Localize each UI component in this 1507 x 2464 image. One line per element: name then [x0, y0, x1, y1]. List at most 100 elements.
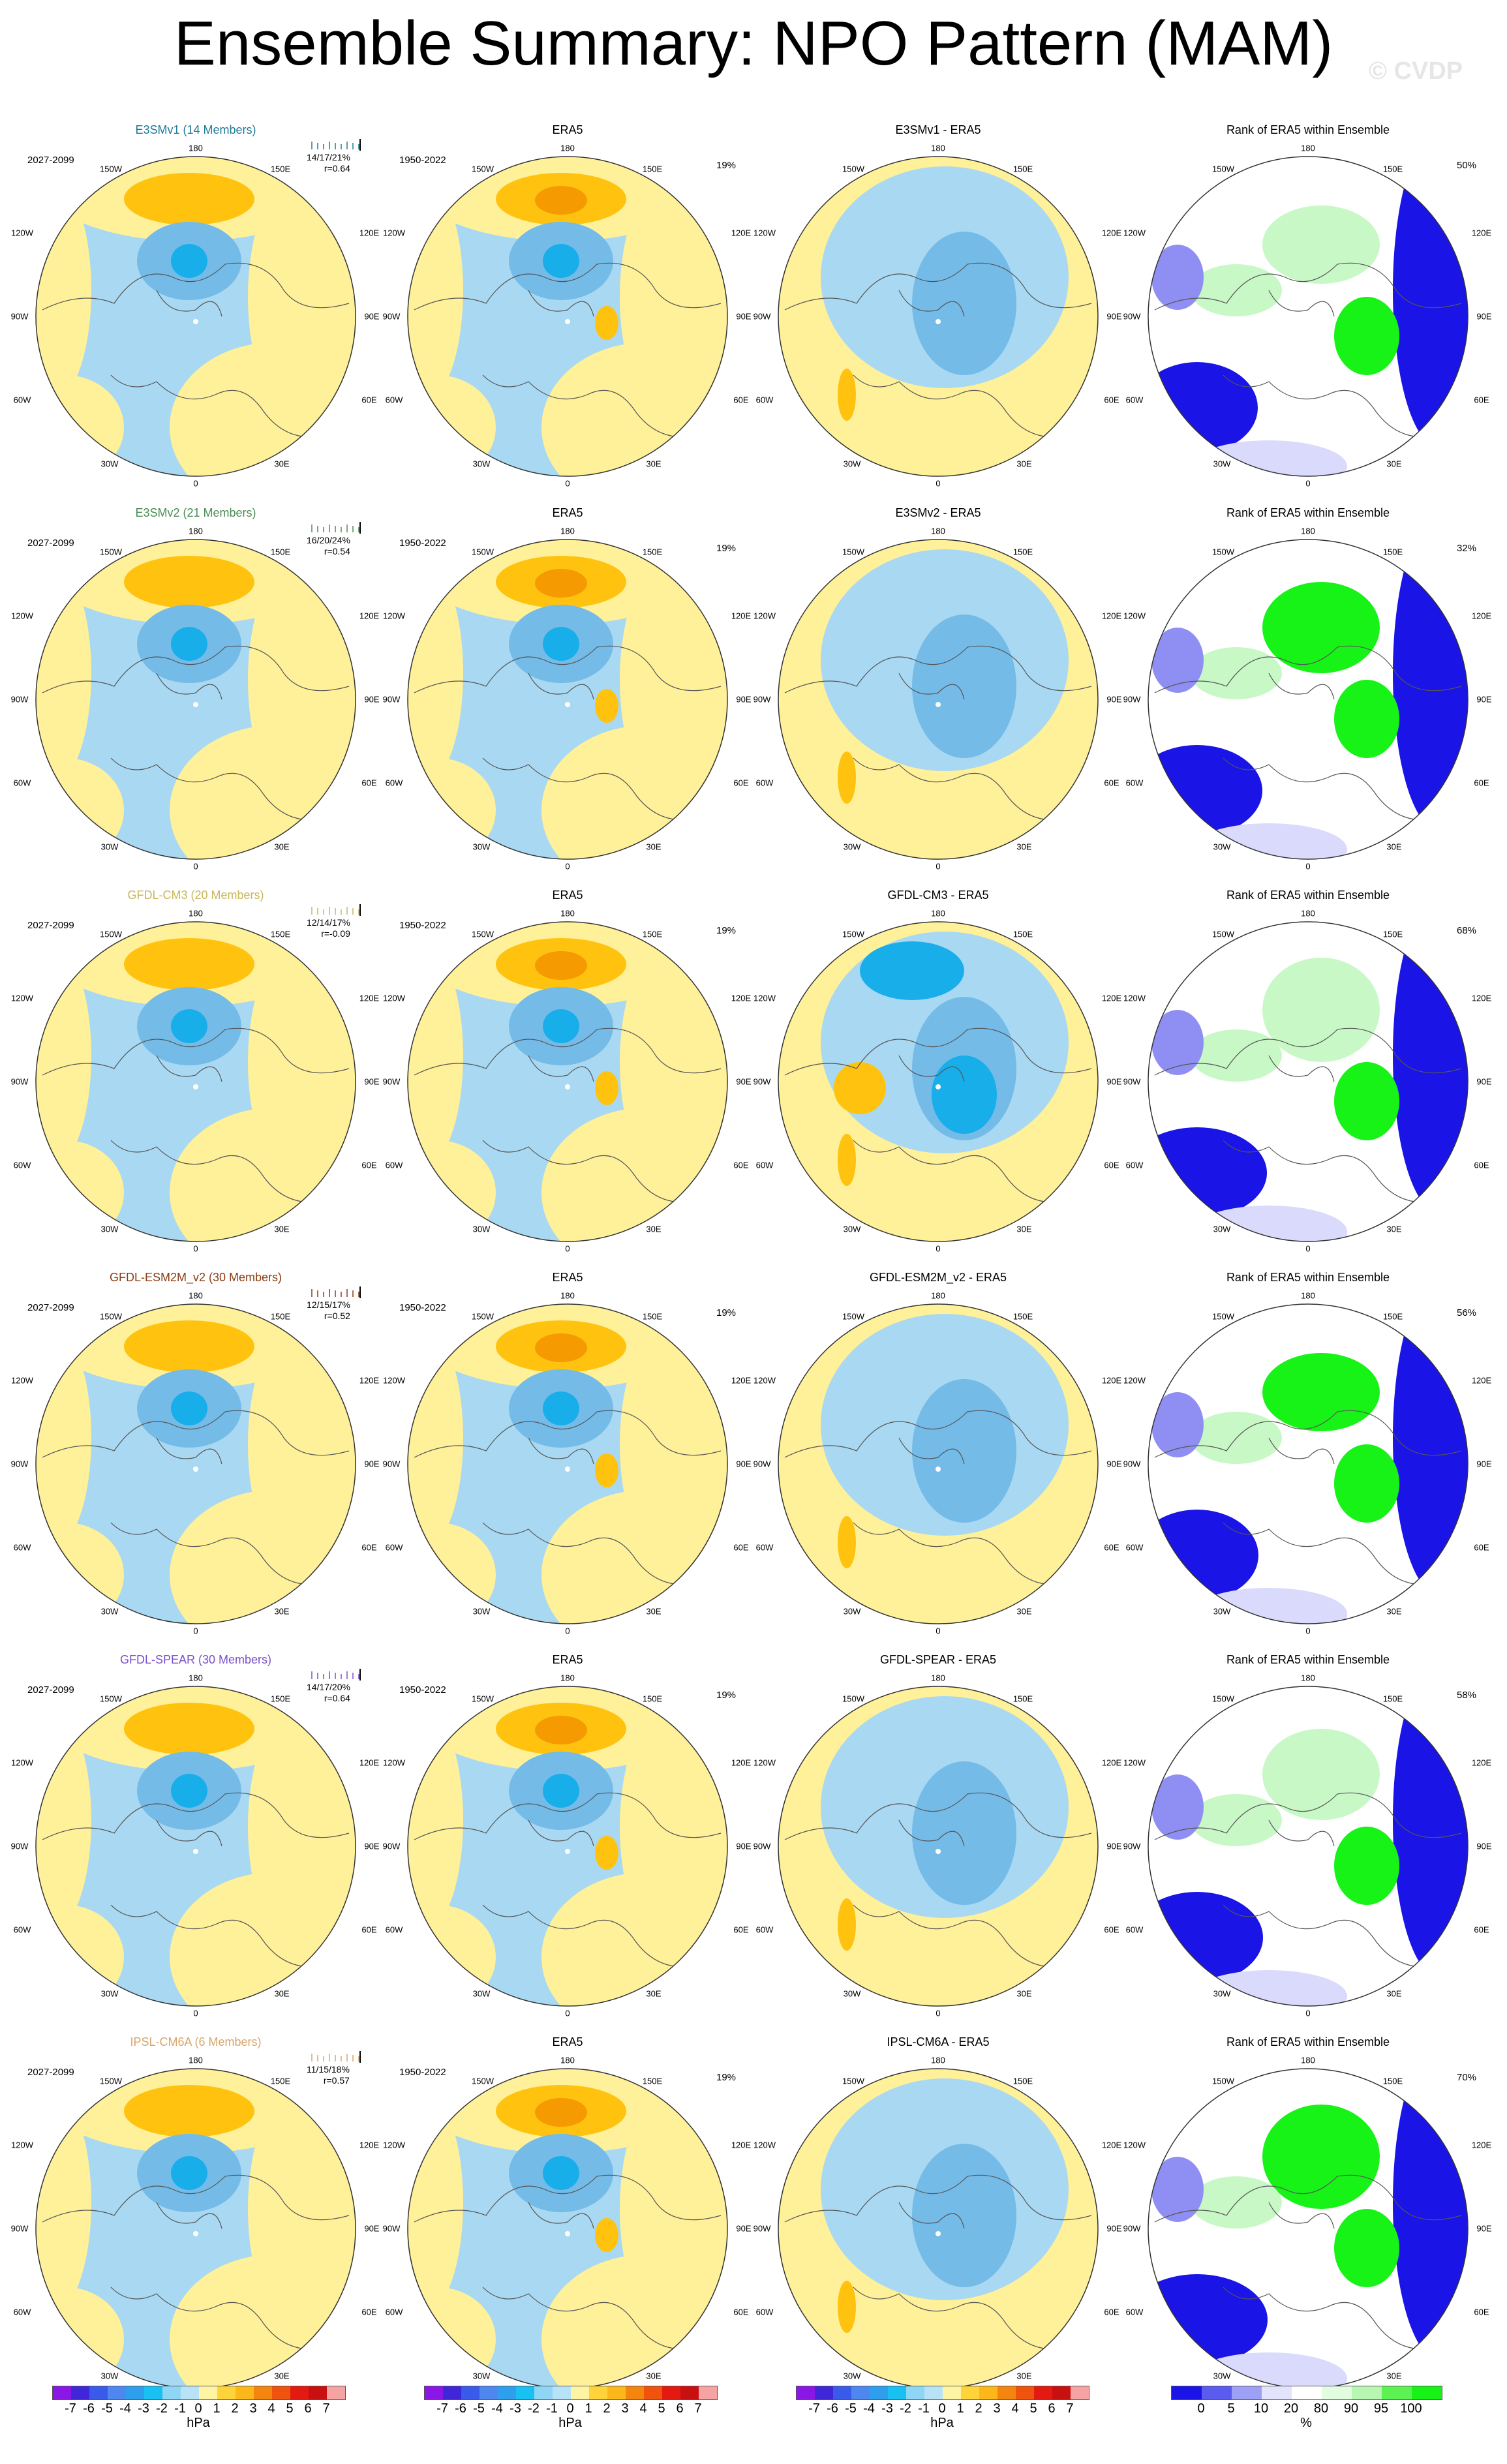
longitude-label: 30E	[274, 842, 290, 852]
analysis-period: 2027-2099	[27, 920, 74, 931]
negative-anomaly-region	[912, 232, 1016, 375]
longitude-label: 60E	[1474, 395, 1489, 405]
longitude-label: 120W	[11, 993, 33, 1003]
panel-title: Rank of ERA5 within Ensemble	[1226, 1271, 1390, 1284]
longitude-label: 60E	[361, 778, 377, 788]
rank-percent: 58%	[1457, 1690, 1477, 1701]
polar-map	[1148, 156, 1469, 477]
longitude-label: 60E	[1104, 1924, 1119, 1935]
coastlines	[414, 645, 722, 821]
positive-anomaly-region	[36, 562, 91, 784]
longitude-label: 90E	[736, 311, 752, 322]
longitude-label: 150E	[1382, 929, 1403, 939]
colorbar-tick-label: 100	[1400, 2401, 1422, 2416]
colorbar-tick-label: -1	[174, 2401, 186, 2416]
longitude-label: 150E	[1012, 1311, 1033, 1322]
cvdp-watermark: © CVDP	[1369, 57, 1463, 85]
longitude-label: 150W	[100, 929, 122, 939]
colorbar-swatch	[272, 2386, 290, 2399]
colorbar-swatch	[254, 2386, 272, 2399]
analysis-period: 2027-2099	[27, 2067, 74, 2078]
longitude-label: 30E	[1016, 842, 1032, 852]
positive-anomaly-region	[36, 2091, 91, 2313]
strong-negative-region	[932, 1056, 997, 1134]
map-panel-obs: ERA5 1950-2022 19% 180 150W 150E 120W 120E 90W 90…	[383, 121, 752, 512]
negative-anomaly-region	[912, 2144, 1016, 2287]
pattern-correlation: r=0.57	[323, 2075, 350, 2086]
rank-low-region	[1393, 1686, 1468, 1977]
longitude-label: 180	[931, 908, 945, 919]
positive-anomaly-region	[834, 1062, 886, 1114]
colorbar-swatch	[1172, 2386, 1202, 2399]
variance-stats: 12/15/17% r=0.52	[307, 1300, 350, 1322]
longitude-label: 90E	[1476, 1076, 1492, 1087]
longitude-label: 180	[931, 2055, 945, 2065]
colorbar-tick-label: -7	[65, 2401, 76, 2416]
longitude-label: 30W	[843, 842, 861, 852]
longitude-label: 60E	[733, 2307, 749, 2317]
low-pressure-core	[171, 244, 207, 278]
longitude-label: 150W	[1212, 1694, 1234, 1704]
low-pressure-core	[171, 1392, 207, 1425]
polar-map	[35, 2068, 356, 2389]
coastlines	[42, 645, 350, 821]
longitude-label: 150W	[1212, 547, 1234, 557]
panel-title: Rank of ERA5 within Ensemble	[1226, 123, 1390, 136]
low-pressure-core	[171, 627, 207, 661]
colorbar-swatch	[443, 2386, 461, 2399]
map-boundary	[35, 539, 356, 860]
map-boundary	[1148, 921, 1469, 1242]
longitude-label: 30W	[843, 1224, 861, 1234]
longitude-label: 30E	[1016, 2371, 1032, 2381]
longitude-label: 90W	[382, 1076, 401, 1087]
colorbar-swatch	[534, 2386, 553, 2399]
longitude-label: 150W	[472, 2076, 494, 2086]
colorbar-swatch	[53, 2386, 71, 2399]
longitude-label: 90E	[1106, 1076, 1122, 1087]
longitude-label: 90E	[364, 694, 380, 705]
north-pole-marker	[936, 1084, 941, 1089]
colorbar-tick-label: 95	[1373, 2401, 1389, 2416]
map-panel-model: IPSL-CM6A (6 Members) 2027-2099 11/15/18% r…	[11, 2033, 380, 2424]
longitude-label: 120E	[1101, 1757, 1122, 1768]
longitude-label: 0	[565, 1243, 570, 1254]
longitude-label: 90W	[1123, 694, 1141, 705]
longitude-label: 120E	[359, 228, 380, 238]
high-pressure-core	[535, 951, 587, 980]
longitude-label: 30E	[274, 1606, 290, 1617]
colorbar-swatch	[126, 2386, 144, 2399]
longitude-label: 30W	[100, 1988, 119, 1999]
longitude-label: 30E	[1386, 1224, 1402, 1234]
longitude-label: 150W	[472, 929, 494, 939]
longitude-label: 120E	[731, 611, 752, 621]
panel-title: E3SMv2 - ERA5	[895, 506, 981, 519]
polar-map	[407, 156, 728, 477]
longitude-label: 60W	[755, 1542, 774, 1553]
longitude-label: 60E	[1474, 778, 1489, 788]
colorbar-tick-label: -2	[528, 2401, 540, 2416]
colorbar-tick-label: 2	[975, 2401, 982, 2416]
polar-map	[1148, 1303, 1469, 1624]
colorbar-swatch	[1016, 2386, 1034, 2399]
longitude-label: 120W	[11, 611, 33, 621]
variance-range: 16/20/24%	[307, 535, 350, 545]
colorbar-swatch	[979, 2386, 997, 2399]
polar-map	[35, 156, 356, 477]
high-pressure-center	[124, 173, 254, 225]
north-pole-marker	[936, 319, 941, 324]
coastlines	[42, 1792, 350, 1968]
longitude-label: 60W	[755, 1924, 774, 1935]
variance-range: 12/15/17%	[307, 1300, 350, 1310]
longitude-label: 180	[189, 143, 203, 153]
map-panel-obs: ERA5 1950-2022 19% 180 150W 150E 120W 120E 90W 90…	[383, 1650, 752, 2042]
longitude-label: 90W	[1123, 311, 1141, 322]
north-pole-marker	[193, 319, 198, 324]
longitude-label: 90E	[364, 311, 380, 322]
longitude-label: 180	[931, 143, 945, 153]
colorbar-tick-label: 7	[694, 2401, 702, 2416]
longitude-label: 150W	[100, 2076, 122, 2086]
longitude-label: 90E	[736, 1076, 752, 1087]
longitude-label: 150E	[270, 2076, 291, 2086]
colorbar-swatch	[571, 2386, 589, 2399]
colorbar-swatch	[961, 2386, 979, 2399]
